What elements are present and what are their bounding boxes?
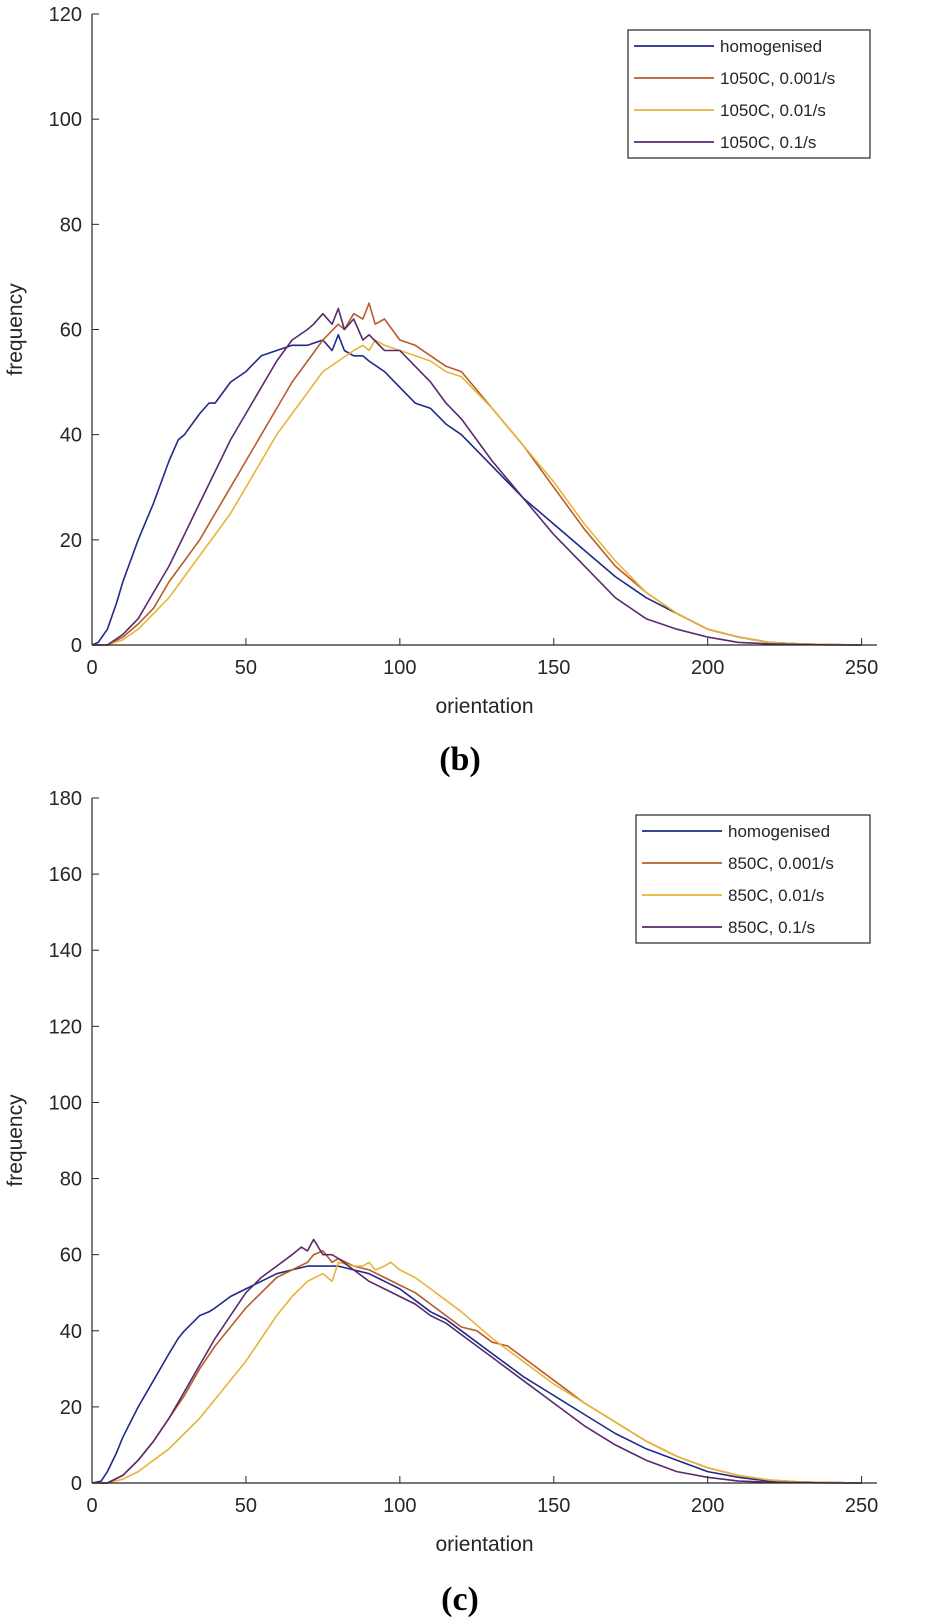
series-line-3 [92, 1238, 862, 1484]
x-tick-label: 150 [537, 657, 570, 679]
x-tick-label: 100 [383, 1495, 416, 1517]
chart-panel-b: 0 50 100 150 200 250 0 20 40 60 80 100 120 orientatio… [4, 4, 878, 778]
x-tick-label: 200 [691, 657, 724, 679]
y-tick-label: 20 [60, 530, 82, 552]
x-tick-label: 250 [845, 657, 878, 679]
x-tick-label: 50 [235, 1495, 257, 1517]
y-tick-label: 40 [60, 425, 82, 447]
y-tick-label: 100 [49, 1092, 82, 1114]
y-tick-label: 160 [49, 864, 82, 886]
x-axis-label: orientation [435, 695, 533, 718]
legend-label: 850C, 0.001/s [728, 854, 834, 873]
y-axis-label: frequency [4, 1094, 27, 1187]
x-tick-label: 0 [86, 657, 97, 679]
x-tick-label: 250 [845, 1495, 878, 1517]
legend-label: homogenised [728, 822, 830, 841]
y-tick-label: 120 [49, 4, 82, 26]
y-tick-label: 0 [71, 635, 82, 657]
legend-label: 850C, 0.01/s [728, 886, 824, 905]
y-tick-label: 140 [49, 940, 82, 962]
y-tick-label: 60 [60, 320, 82, 342]
x-tick-label: 150 [537, 1495, 570, 1517]
y-tick-label: 60 [60, 1245, 82, 1267]
series-line-3 [92, 307, 862, 646]
series-line-2 [92, 1261, 862, 1484]
y-axis-label: frequency [4, 283, 27, 376]
y-tick-label: 180 [49, 788, 82, 810]
y-tick-label: 100 [49, 109, 82, 131]
x-tick-label: 200 [691, 1495, 724, 1517]
series-line-2 [92, 339, 862, 646]
y-tick-label: 0 [71, 1473, 82, 1495]
legend-box [627, 29, 871, 159]
x-axis-label: orientation [435, 1533, 533, 1556]
legend-label: 1050C, 0.01/s [720, 101, 826, 120]
x-tick-label: 100 [383, 657, 416, 679]
legend-label: 850C, 0.1/s [728, 918, 815, 937]
y-tick-label: 120 [49, 1016, 82, 1038]
series-line-0 [91, 334, 862, 646]
legend-label: homogenised [720, 37, 822, 56]
legend-label: 1050C, 0.001/s [720, 69, 835, 88]
y-tick-label: 40 [60, 1321, 82, 1343]
x-tick-label: 50 [235, 657, 257, 679]
y-tick-label: 80 [60, 214, 82, 236]
y-tick-label: 80 [60, 1169, 82, 1191]
chart-panel-c: 0 50 100 150 200 250 0 20 40 60 80 100 120 140 160 180 o… [4, 788, 878, 1618]
legend-label: 1050C, 0.1/s [720, 133, 816, 152]
legend-box [635, 814, 871, 944]
y-tick-label: 20 [60, 1397, 82, 1419]
series-line-0 [91, 1265, 862, 1484]
panel-label: (b) [439, 741, 481, 778]
panel-label: (c) [441, 1581, 479, 1618]
x-tick-label: 0 [86, 1495, 97, 1517]
